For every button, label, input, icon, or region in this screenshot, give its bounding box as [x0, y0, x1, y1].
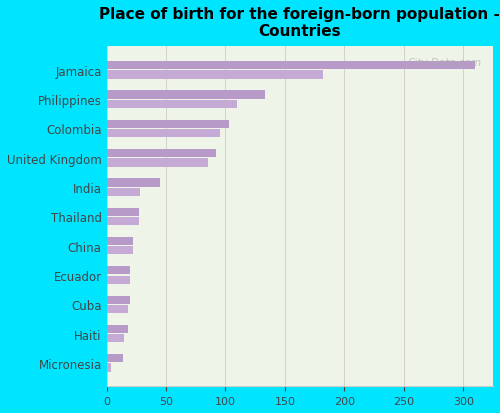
Bar [106, 247, 132, 255]
Title: Place of birth for the foreign-born population -
Countries: Place of birth for the foreign-born popu… [100, 7, 500, 39]
Bar [106, 62, 475, 70]
Bar [106, 237, 132, 245]
Bar [106, 305, 128, 313]
Bar [106, 121, 229, 128]
Bar [106, 276, 130, 284]
Bar [106, 325, 128, 333]
Bar [106, 363, 112, 372]
Bar [106, 100, 238, 109]
Text: City-Data.com: City-Data.com [408, 57, 482, 67]
Bar [106, 354, 123, 363]
Bar [106, 188, 140, 197]
Bar [106, 296, 130, 304]
Bar [106, 179, 160, 187]
Bar [106, 208, 138, 216]
Bar [106, 159, 208, 167]
Bar [106, 335, 124, 342]
Bar [106, 130, 220, 138]
Bar [106, 71, 323, 79]
Bar [106, 150, 216, 158]
Bar [106, 91, 264, 100]
Bar [106, 266, 130, 275]
Bar [106, 218, 138, 225]
